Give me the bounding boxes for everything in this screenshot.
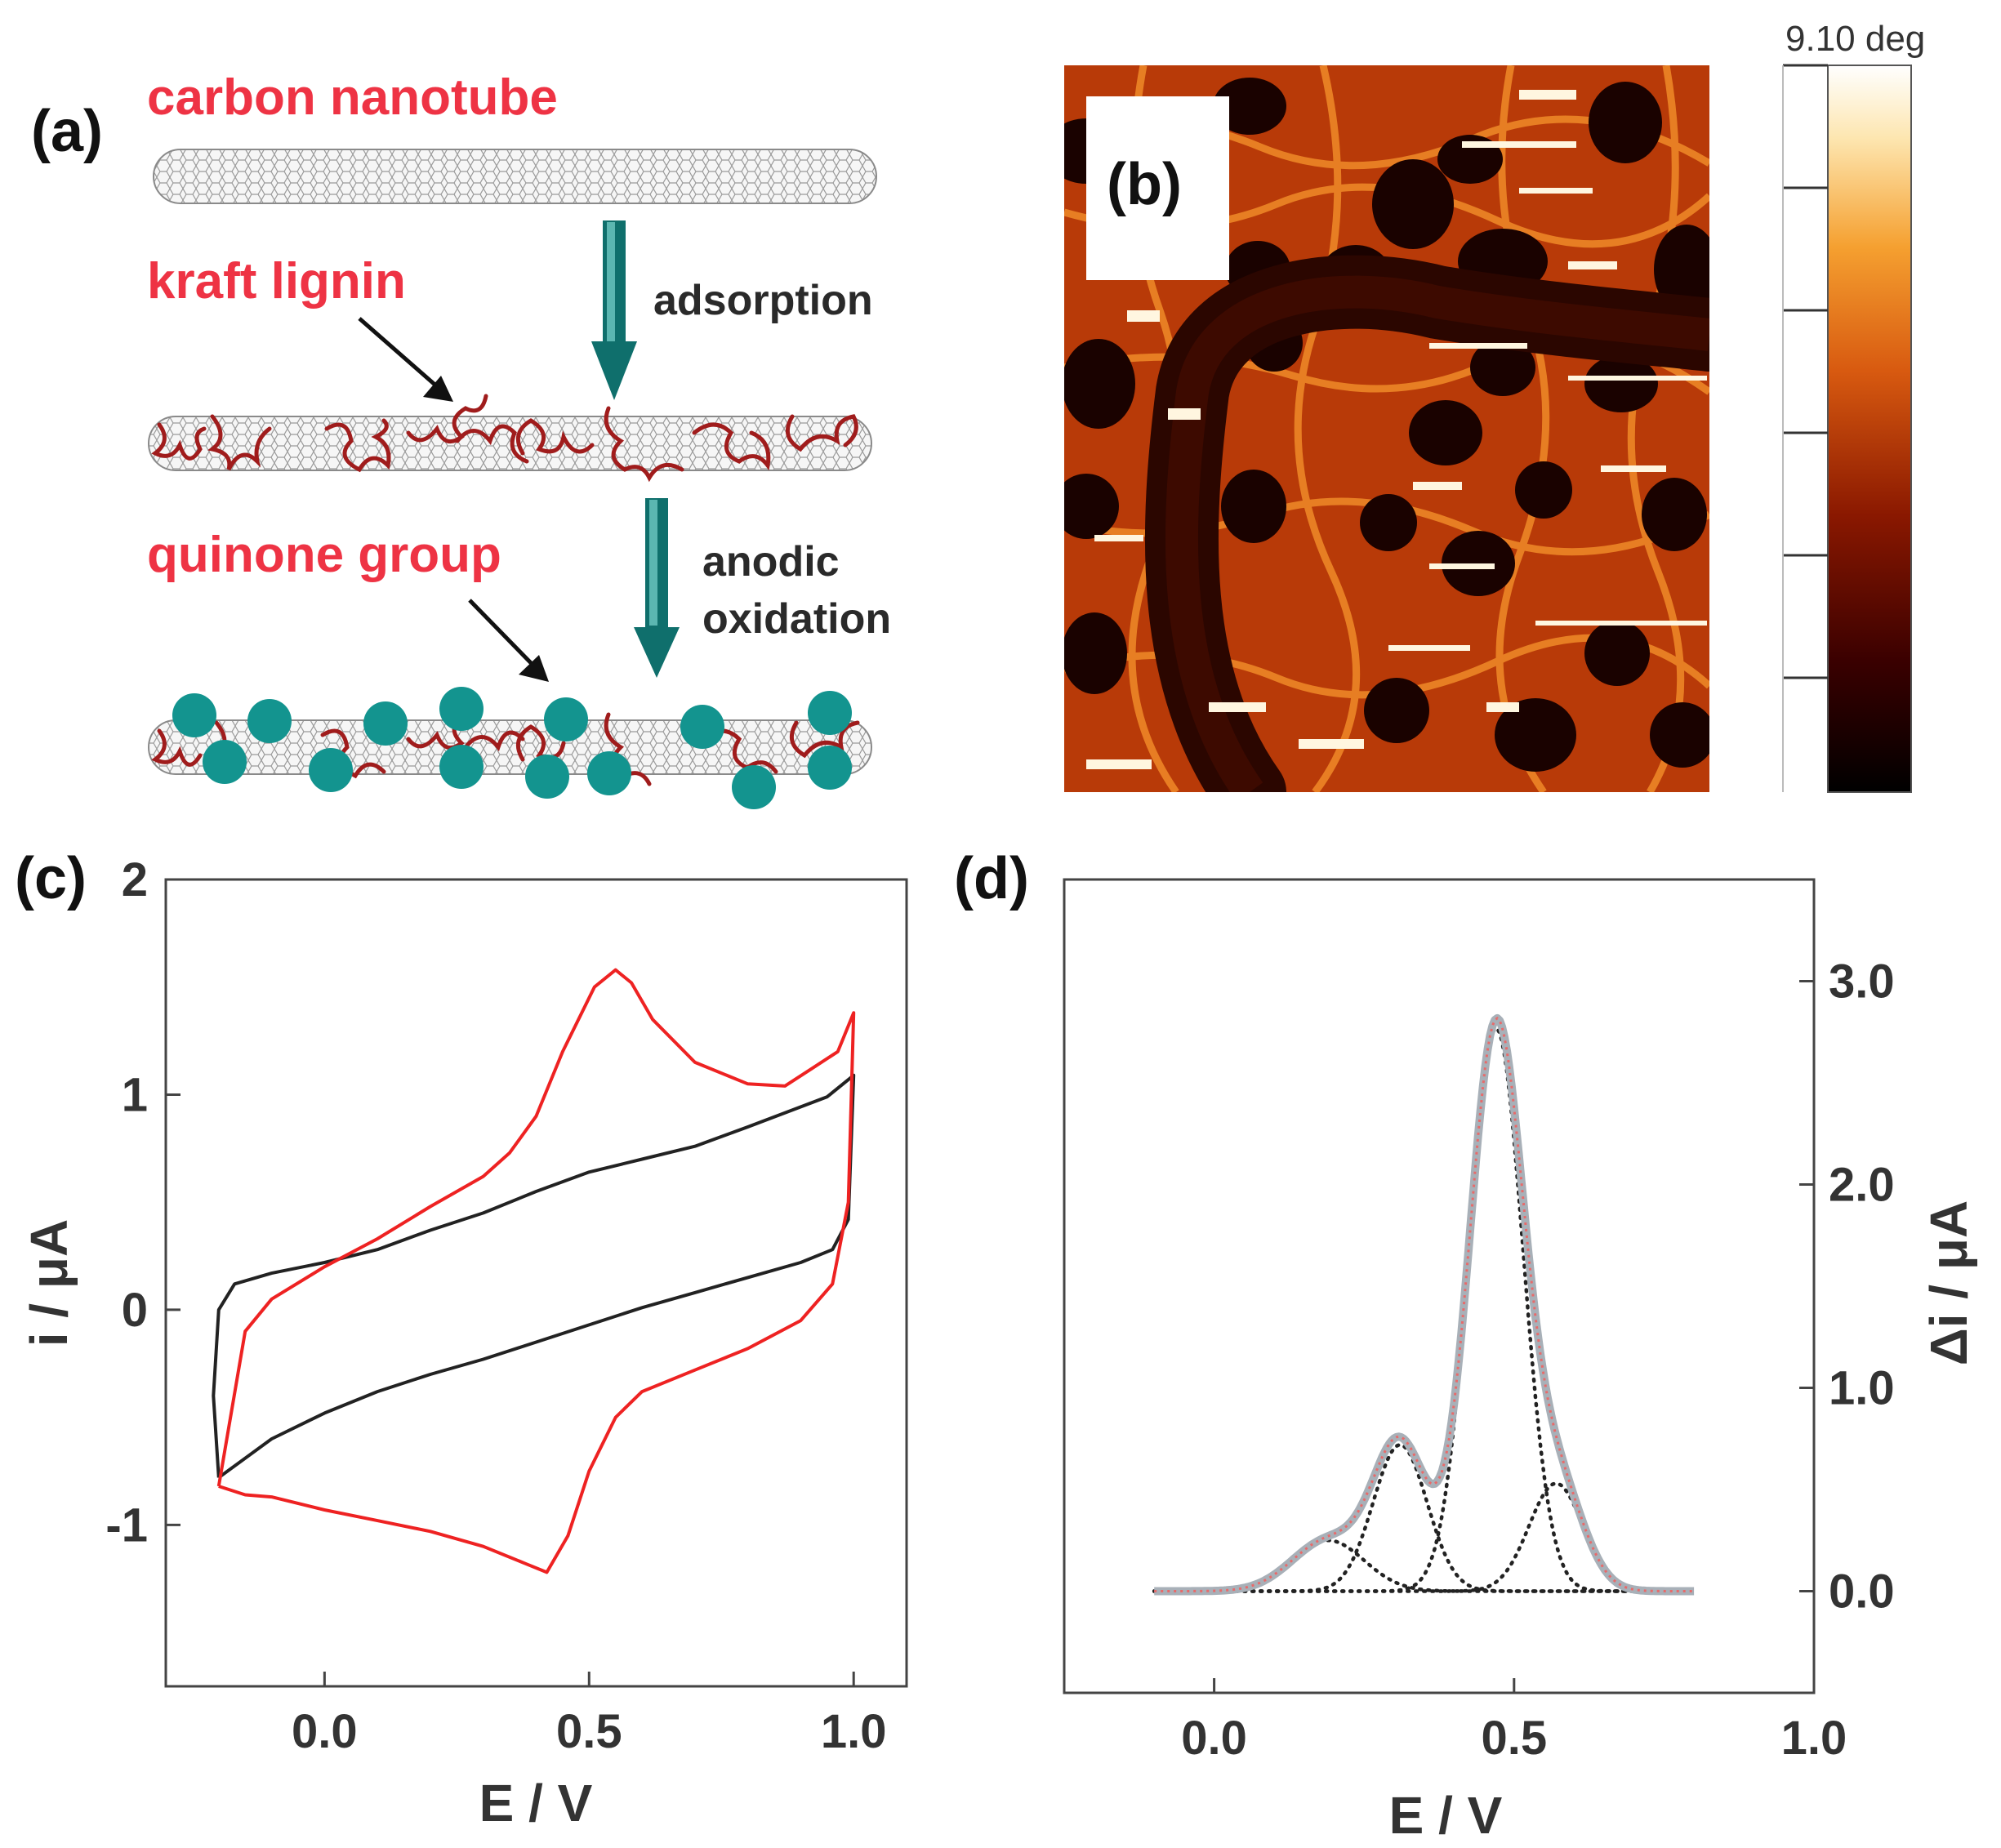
plot-d-ytick-label: 0.0 — [1829, 1565, 1895, 1619]
panel-b-label: (b) — [1107, 152, 1182, 217]
panel-a: (a) carbon nanotube kraft lignin quinone… — [31, 69, 891, 809]
plot-d-frame — [1063, 878, 1816, 1694]
plot-d-y-ticks: 3.0 2.0 1.0 0.0 — [1799, 955, 1895, 1619]
colorbar-ticks — [1783, 64, 1828, 679]
panel-a-label: (a) — [31, 99, 103, 164]
plot-d-measured-curve — [1152, 1013, 1696, 1596]
plot-d-xlabel: E / V — [1389, 1786, 1503, 1845]
panel-c: (c) 0.0 0.5 1.0 2 1 0 -1 E / V i / μA — [15, 846, 908, 1832]
plot-d-ytick-label: 3.0 — [1829, 955, 1895, 1009]
plot-c-ytick-label: -1 — [105, 1498, 148, 1552]
quinone-groups — [172, 687, 852, 809]
colorbar-max-label: 9.10 deg — [1785, 19, 1925, 59]
panel-b-label-box — [1086, 96, 1229, 280]
plot-c-x-ticks: 0.0 0.5 1.0 — [292, 1672, 887, 1758]
plot-d-ytick-label: 2.0 — [1829, 1159, 1895, 1212]
nanotube-1 — [153, 149, 877, 204]
plot-d-component-peak-3 — [1152, 1026, 1696, 1593]
plot-c-ytick-label: 0 — [122, 1284, 148, 1337]
adsorption-label: adsorption — [653, 277, 873, 324]
panel-d: (d) 0.0 0.5 1.0 3.0 2.0 1.0 0.0 E / V Δi / μA — [954, 846, 1978, 1845]
plot-c-series-red-CV — [216, 968, 856, 1574]
plot-c-xtick-label: 0.0 — [292, 1705, 358, 1758]
carbon-nanotube-label: carbon nanotube — [147, 69, 558, 126]
quinone-group-label: quinone group — [147, 527, 501, 583]
plot-d-fit-curve — [1154, 1016, 1695, 1592]
plot-c-series — [212, 968, 856, 1574]
plot-c-ytick-label: 2 — [122, 853, 148, 906]
plot-c-ylabel: i / μA — [20, 1219, 78, 1347]
oxidation-label: oxidation — [702, 595, 891, 643]
plot-d-ytick-label: 1.0 — [1829, 1362, 1895, 1415]
adsorption-arrow — [591, 220, 637, 400]
plot-d-xtick-label: 0.5 — [1481, 1712, 1547, 1765]
plot-c-ytick-label: 1 — [122, 1068, 148, 1121]
pointer-arrows — [358, 317, 549, 682]
plot-c-xtick-label: 1.0 — [821, 1705, 887, 1758]
colorbar — [1827, 65, 1912, 793]
plot-d-xtick-label: 0.0 — [1181, 1712, 1247, 1765]
plot-d-ylabel: Δi / μA — [1919, 1200, 1978, 1366]
plot-c-xlabel: E / V — [479, 1774, 593, 1832]
nanotube-2 — [148, 416, 872, 471]
oxidation-arrow — [634, 498, 680, 678]
plot-c-series-black-CV — [212, 1073, 856, 1480]
plot-d-series — [1152, 1013, 1696, 1596]
anodic-label: anodic — [702, 538, 840, 586]
plot-c-frame — [164, 878, 908, 1688]
plot-d-x-ticks: 0.0 0.5 1.0 — [1181, 1678, 1847, 1765]
panel-b: (b) 9.10 deg — [1064, 19, 1925, 793]
lignin-chains-2 — [151, 394, 858, 483]
plot-c-y-ticks: 2 1 0 -1 — [105, 853, 180, 1552]
kraft-lignin-label: kraft lignin — [147, 253, 406, 309]
plot-d-xtick-label: 1.0 — [1781, 1712, 1847, 1765]
plot-c-xtick-label: 0.5 — [556, 1705, 622, 1758]
afm-image — [1064, 65, 1709, 792]
panel-c-label: (c) — [15, 846, 87, 911]
panel-d-label: (d) — [954, 846, 1029, 911]
